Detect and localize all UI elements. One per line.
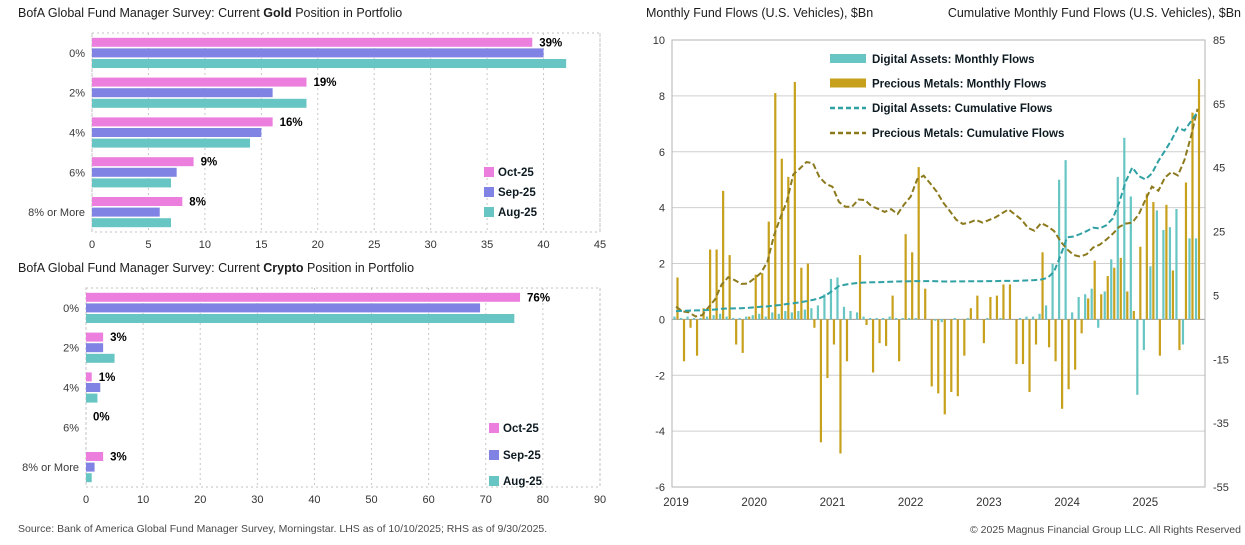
svg-text:70: 70 [480,494,492,506]
crypto-title-suffix: Position in Portfolio [303,261,415,275]
svg-text:Aug-25: Aug-25 [503,476,543,488]
svg-text:Precious Metals: Monthly Flows: Precious Metals: Monthly Flows [872,79,1046,91]
svg-text:65: 65 [1213,99,1225,111]
svg-text:-6: -6 [655,482,665,494]
svg-text:2025: 2025 [1133,497,1159,509]
gold-title-suffix: Position in Portfolio [291,6,403,20]
svg-text:2024: 2024 [1054,497,1080,509]
svg-text:6: 6 [659,147,665,159]
source-note: Source: Bank of America Global Fund Mana… [18,523,548,535]
svg-text:3%: 3% [110,452,127,464]
svg-text:-2: -2 [655,370,665,382]
svg-text:25: 25 [368,239,380,251]
svg-text:2019: 2019 [663,497,689,509]
crypto-title-prefix: BofA Global Fund Manager Survey: Current [18,261,264,275]
svg-text:9%: 9% [201,157,218,169]
svg-text:90: 90 [594,494,606,506]
svg-text:10: 10 [653,35,665,47]
crypto-chart-title: BofA Global Fund Manager Survey: Current… [18,261,414,275]
svg-text:8% or More: 8% or More [28,207,85,219]
svg-text:4: 4 [659,203,665,215]
flows-title-left: Monthly Fund Flows (U.S. Vehicles), $Bn [646,6,874,20]
svg-text:30: 30 [251,494,263,506]
svg-text:Digital Assets: Cumulative Flo: Digital Assets: Cumulative Flows [872,103,1052,115]
svg-text:20: 20 [312,239,324,251]
svg-text:8: 8 [659,91,665,103]
svg-text:0%: 0% [63,303,79,315]
svg-text:Sep-25: Sep-25 [503,450,541,462]
svg-text:35: 35 [481,239,493,251]
svg-text:Aug-25: Aug-25 [498,207,538,219]
svg-text:25: 25 [1213,227,1225,239]
svg-text:2021: 2021 [820,497,846,509]
svg-text:5: 5 [145,239,151,251]
svg-text:50: 50 [365,494,377,506]
svg-text:45: 45 [594,239,606,251]
svg-text:-15: -15 [1213,354,1229,366]
gold-chart-title: BofA Global Fund Manager Survey: Current… [18,6,402,20]
svg-text:Sep-25: Sep-25 [498,187,536,199]
svg-text:40: 40 [537,239,549,251]
svg-text:45: 45 [1213,163,1225,175]
flows-chart-titles: Monthly Fund Flows (U.S. Vehicles), $Bn … [646,6,1241,20]
svg-text:2020: 2020 [741,497,767,509]
svg-text:8%: 8% [189,197,206,209]
monthly-fund-flows-combo-chart: 10 8 6 4 2 0 -2 -4 -6 85 65 45 25 5 -15 -35 -55 2019 2020 2… [653,35,1229,509]
svg-text:40: 40 [308,494,320,506]
svg-text:-35: -35 [1213,418,1229,430]
svg-text:8% or More: 8% or More [22,462,79,474]
crypto-title-bold: Crypto [263,261,304,275]
svg-text:Precious Metals: Cumulative Fl: Precious Metals: Cumulative Flows [872,128,1064,140]
svg-text:2%: 2% [63,343,79,355]
svg-text:0: 0 [83,494,89,506]
svg-text:Oct-25: Oct-25 [498,167,534,179]
svg-text:6%: 6% [63,422,79,434]
gold-title-bold: Gold [263,6,292,20]
svg-text:2%: 2% [69,88,85,100]
svg-text:2023: 2023 [976,497,1002,509]
svg-text:60: 60 [423,494,435,506]
svg-text:85: 85 [1213,35,1225,47]
gold-title-prefix: BofA Global Fund Manager Survey: Current [18,6,264,20]
svg-text:20: 20 [194,494,206,506]
svg-text:1%: 1% [99,372,116,384]
svg-text:30: 30 [425,239,437,251]
svg-text:4%: 4% [69,128,85,140]
svg-text:2: 2 [659,259,665,271]
svg-text:0%: 0% [69,48,85,60]
svg-text:76%: 76% [527,292,550,304]
svg-text:16%: 16% [280,117,303,129]
svg-text:Digital Assets: Monthly Flows: Digital Assets: Monthly Flows [872,54,1035,66]
svg-text:Oct-25: Oct-25 [503,423,539,435]
gold-position-bar-chart: 0 5 10 15 20 25 30 35 40 45 0% 39% 2% 19% 4% 16% 6% 9% 8% … [28,32,606,251]
svg-text:0: 0 [89,239,95,251]
svg-text:-4: -4 [655,426,665,438]
svg-text:10: 10 [137,494,149,506]
copyright-note: © 2025 Magnus Financial Group LLC. All R… [970,524,1241,536]
svg-text:4%: 4% [63,383,79,395]
svg-text:0%: 0% [93,412,110,424]
svg-text:15: 15 [255,239,267,251]
svg-text:39%: 39% [539,37,562,49]
crypto-position-bar-chart: 0 10 20 30 40 50 60 70 80 90 0% 76% 2% 3% 4% 1% 6% 0% 8% o… [22,287,606,506]
svg-text:-55: -55 [1213,482,1229,494]
svg-text:19%: 19% [313,77,336,89]
svg-text:80: 80 [537,494,549,506]
svg-text:0: 0 [659,314,665,326]
svg-text:10: 10 [199,239,211,251]
svg-text:6%: 6% [69,167,85,179]
flows-title-right: Cumulative Monthly Fund Flows (U.S. Vehi… [947,6,1241,20]
svg-text:2022: 2022 [898,497,924,509]
svg-text:3%: 3% [110,332,127,344]
svg-text:5: 5 [1213,290,1219,302]
